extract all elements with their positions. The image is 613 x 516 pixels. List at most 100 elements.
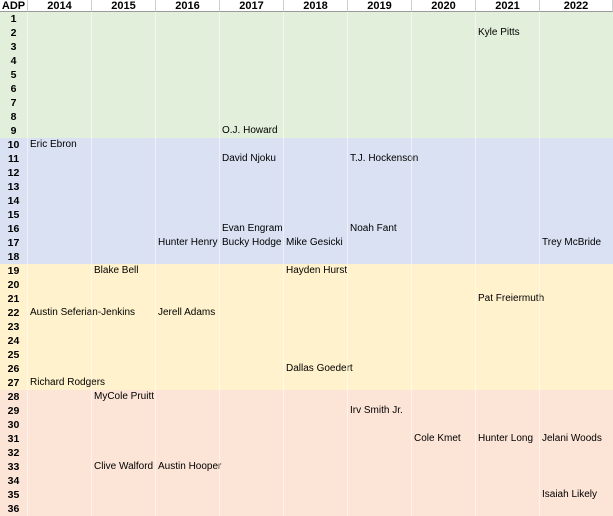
player-cell[interactable]	[92, 40, 156, 54]
player-cell[interactable]	[412, 96, 476, 110]
player-cell[interactable]	[284, 418, 348, 432]
player-cell[interactable]	[92, 180, 156, 194]
adp-cell[interactable]: 15	[7, 209, 20, 221]
adp-cell[interactable]: 23	[7, 321, 20, 333]
player-cell[interactable]	[476, 306, 540, 320]
player-cell[interactable]	[156, 348, 220, 362]
header-year-2017[interactable]: 2017	[220, 0, 284, 12]
player-cell[interactable]	[348, 278, 412, 292]
adp-cell[interactable]: 7	[10, 97, 17, 109]
player-cell[interactable]	[412, 348, 476, 362]
adp-cell[interactable]: 22	[7, 307, 20, 319]
player-cell[interactable]	[412, 278, 476, 292]
player-cell[interactable]	[220, 390, 284, 404]
player-cell[interactable]	[92, 12, 156, 26]
player-cell[interactable]: Isaiah Likely	[542, 489, 598, 500]
adp-cell[interactable]: 2	[10, 27, 17, 39]
player-cell[interactable]	[220, 264, 284, 278]
player-cell[interactable]	[92, 110, 156, 124]
player-cell[interactable]	[92, 208, 156, 222]
player-cell[interactable]	[412, 68, 476, 82]
player-cell[interactable]	[156, 264, 220, 278]
player-cell[interactable]	[220, 68, 284, 82]
player-cell[interactable]	[348, 474, 412, 488]
player-cell[interactable]	[348, 26, 412, 40]
header-year-2020[interactable]: 2020	[412, 0, 476, 12]
player-cell[interactable]	[348, 68, 412, 82]
player-cell[interactable]	[92, 306, 156, 320]
player-cell[interactable]	[476, 348, 540, 362]
player-cell[interactable]	[92, 474, 156, 488]
player-cell[interactable]	[412, 488, 476, 502]
player-cell[interactable]	[348, 264, 412, 278]
player-cell[interactable]	[348, 40, 412, 54]
player-cell[interactable]	[412, 194, 476, 208]
adp-cell[interactable]: 32	[7, 447, 20, 459]
player-cell[interactable]	[284, 110, 348, 124]
player-cell[interactable]	[540, 138, 613, 152]
player-cell[interactable]	[156, 40, 220, 54]
player-cell[interactable]	[220, 208, 284, 222]
player-cell[interactable]	[28, 194, 92, 208]
player-cell[interactable]	[220, 96, 284, 110]
player-cell[interactable]	[220, 488, 284, 502]
adp-cell[interactable]: 10	[7, 139, 20, 151]
player-cell[interactable]	[348, 250, 412, 264]
player-cell[interactable]	[156, 376, 220, 390]
player-cell[interactable]	[220, 320, 284, 334]
player-cell[interactable]	[284, 278, 348, 292]
player-cell[interactable]	[284, 222, 348, 236]
player-cell[interactable]	[28, 40, 92, 54]
player-cell[interactable]	[28, 418, 92, 432]
player-cell[interactable]	[156, 292, 220, 306]
player-cell[interactable]	[540, 362, 613, 376]
player-cell[interactable]	[412, 418, 476, 432]
player-cell[interactable]	[28, 250, 92, 264]
player-cell[interactable]	[284, 194, 348, 208]
adp-cell[interactable]: 6	[10, 83, 17, 95]
player-cell[interactable]	[284, 124, 348, 138]
player-cell[interactable]	[348, 208, 412, 222]
player-cell[interactable]	[476, 54, 540, 68]
header-year-2015[interactable]: 2015	[92, 0, 156, 12]
adp-cell[interactable]: 13	[7, 181, 20, 193]
player-cell[interactable]	[412, 26, 476, 40]
player-cell[interactable]	[156, 138, 220, 152]
player-cell[interactable]	[284, 166, 348, 180]
player-cell[interactable]: Hunter Long	[478, 433, 534, 444]
player-cell[interactable]	[540, 26, 613, 40]
player-cell[interactable]	[92, 26, 156, 40]
player-cell[interactable]	[540, 376, 613, 390]
player-cell[interactable]	[28, 54, 92, 68]
player-cell[interactable]	[476, 82, 540, 96]
player-cell[interactable]	[412, 12, 476, 26]
player-cell[interactable]	[476, 446, 540, 460]
player-cell[interactable]	[220, 292, 284, 306]
player-cell[interactable]	[284, 432, 348, 446]
player-cell[interactable]	[28, 82, 92, 96]
player-cell[interactable]	[412, 236, 476, 250]
player-cell[interactable]	[476, 124, 540, 138]
player-cell[interactable]	[92, 488, 156, 502]
player-cell[interactable]	[540, 152, 613, 166]
player-cell[interactable]	[28, 460, 92, 474]
player-cell[interactable]: Bucky Hodge	[222, 237, 282, 248]
player-cell[interactable]	[540, 502, 613, 516]
player-cell[interactable]	[540, 110, 613, 124]
player-cell[interactable]: Evan Engram	[222, 223, 283, 234]
player-cell[interactable]	[348, 446, 412, 460]
player-cell[interactable]	[348, 488, 412, 502]
player-cell[interactable]	[220, 362, 284, 376]
player-cell[interactable]	[28, 236, 92, 250]
player-cell[interactable]: Trey McBride	[542, 237, 602, 248]
player-cell[interactable]	[92, 418, 156, 432]
player-cell[interactable]: Richard Rodgers	[30, 377, 106, 388]
player-cell[interactable]	[28, 474, 92, 488]
player-cell[interactable]	[476, 418, 540, 432]
player-cell[interactable]	[92, 362, 156, 376]
adp-cell[interactable]: 16	[7, 223, 20, 235]
player-cell[interactable]	[220, 180, 284, 194]
player-cell[interactable]	[412, 460, 476, 474]
header-year-2021[interactable]: 2021	[476, 0, 540, 12]
player-cell[interactable]	[28, 488, 92, 502]
